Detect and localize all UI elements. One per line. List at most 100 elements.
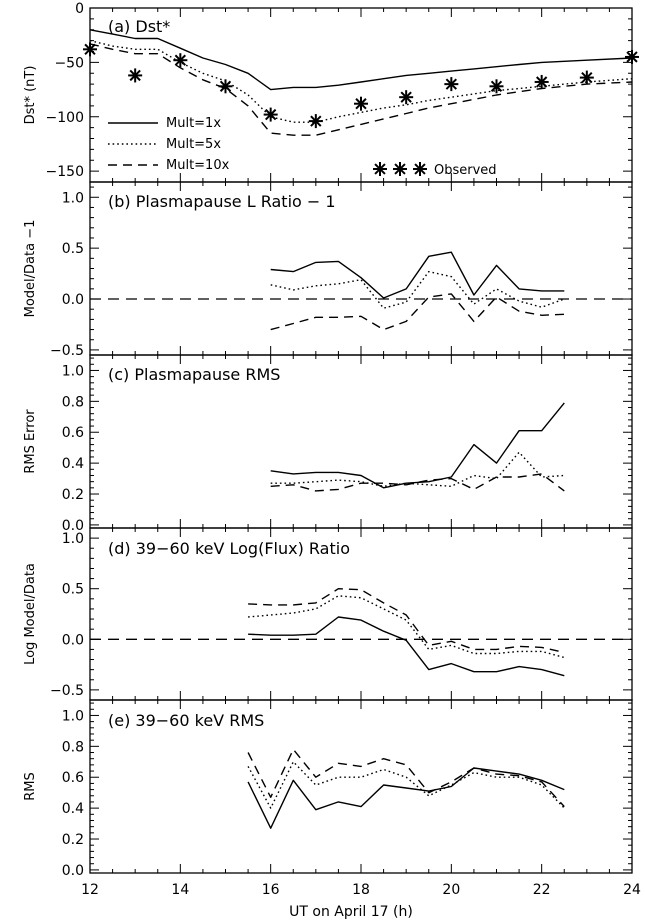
observed-marker (173, 53, 188, 68)
x-tick-label: 22 (533, 882, 551, 898)
legend: Mult=1x Mult=5x Mult=10x Observed (108, 116, 497, 178)
observed-star-stroke (490, 80, 503, 92)
x-axis-label: UT on April 17 (h) (289, 904, 413, 920)
y-tick-label: 0.0 (62, 292, 84, 308)
x-tick-label: 14 (171, 882, 189, 898)
panels: 0−50−100−150(a) Dst*Dst* (nT) Mult=1xMult… (23, 1, 639, 879)
observed-star-stroke (374, 163, 386, 175)
panel-title: (a) Dst* (108, 17, 170, 36)
observed-star-stroke (445, 78, 457, 90)
series-line-solid (247, 767, 565, 829)
y-axis-label: Log Model/Data (23, 563, 38, 665)
series-line-dotted (89, 39, 633, 123)
observed-marker (579, 70, 594, 85)
y-tick-label: 0.2 (62, 487, 84, 503)
legend-label: Mult=10x (166, 158, 230, 173)
x-tick-label: 20 (442, 882, 460, 898)
observed-star-stroke (394, 163, 406, 175)
legend-label: Mult=5x (166, 137, 221, 152)
observed-star-stroke (219, 80, 232, 92)
panel-e: 0.0 0.2 0.4 0.6 0.8 1.0 (e) 39−60 keV RMS RMS (23, 699, 633, 879)
panel-d: −0.5 0.0 0.5 1.0 (d) 39−60 keV Log(Flux) Rat… (23, 527, 633, 701)
series-line-dashed (89, 43, 633, 136)
observed-star-stroke (129, 69, 141, 82)
y-tick-label: −100 (46, 110, 84, 126)
observed-star-stroke (581, 71, 593, 84)
y-tick-label: 0.5 (62, 241, 84, 257)
observed-marker (489, 79, 504, 94)
y-tick-label: 1.0 (62, 531, 84, 547)
observed-marker (625, 49, 639, 64)
observed-marker (263, 107, 278, 122)
series-line-dotted (247, 761, 565, 809)
observed-star-stroke (84, 43, 96, 55)
series-line-dashed (247, 748, 565, 808)
y-tick-label: 0.6 (62, 425, 84, 441)
observed-marker (399, 90, 414, 105)
observed-star-stroke (414, 163, 426, 175)
x-tick-label: 16 (262, 882, 280, 898)
y-tick-label: 0.8 (62, 394, 84, 410)
y-tick-label: 0.6 (62, 770, 84, 786)
legend-observed-marker (413, 162, 427, 176)
observed-star-stroke (265, 108, 277, 121)
x-axis: UT on April 17 (h) 12 14 16 18 20 22 24 (81, 882, 641, 920)
y-tick-label: 1.0 (62, 708, 84, 724)
legend-observed-marker (373, 162, 387, 176)
observed-marker (534, 74, 549, 89)
series-line-dotted (270, 270, 565, 309)
observed-star-stroke (310, 115, 322, 127)
observed-marker (444, 77, 459, 92)
panel-title: (b) Plasmapause L Ratio − 1 (108, 192, 336, 211)
y-tick-label: −150 (46, 164, 84, 180)
observed-marker (218, 79, 233, 94)
legend-observed-marker (393, 162, 407, 176)
panel-title: (c) Plasmapause RMS (108, 365, 280, 384)
y-axis-label: Dst* (nT) (23, 66, 38, 125)
y-tick-label: 0.4 (62, 456, 84, 472)
y-tick-label: 0.8 (62, 739, 84, 755)
y-axis-label: RMS Error (23, 409, 38, 474)
y-tick-label: 1.0 (62, 190, 84, 206)
x-tick-label: 18 (352, 882, 370, 898)
y-tick-label: −50 (54, 55, 84, 71)
observed-star-stroke (355, 98, 367, 110)
observed-star-stroke (536, 76, 548, 88)
y-tick-label: 0 (75, 1, 84, 17)
y-axis-label: Model/Data −1 (23, 220, 38, 318)
series-line-dotted (270, 451, 565, 487)
series-line-dashed (270, 293, 565, 331)
series-line-dashed (270, 473, 565, 492)
y-tick-label: 0.0 (62, 632, 84, 648)
series-line-solid (270, 402, 565, 489)
y-tick-label: 1.0 (62, 363, 84, 379)
observed-marker (128, 68, 143, 83)
y-tick-label: −0.5 (50, 683, 84, 699)
x-tick-label: 24 (623, 882, 641, 898)
panel-b: −0.5 0.0 0.5 1.0 (b) Plasmapause L Ratio − 1… (23, 181, 633, 359)
y-tick-label: 0.5 (62, 582, 84, 598)
panel-c: 0.0 0.2 0.4 0.6 0.8 1.0 (c) Plasmapause RMS RMS… (23, 354, 633, 534)
series-line-solid (270, 251, 565, 299)
panel-a: 0−50−100−150(a) Dst*Dst* (nT) Mult=1xMult… (23, 1, 639, 183)
y-tick-label: 0.0 (62, 518, 84, 534)
legend-observed-label: Observed (434, 163, 497, 178)
y-tick-label: 0.2 (62, 832, 84, 848)
observed-star-stroke (400, 91, 412, 103)
series-line-dashed (248, 588, 565, 654)
observed-marker (308, 114, 323, 129)
observed-marker (83, 42, 97, 57)
observed-star-stroke (626, 51, 638, 63)
y-tick-label: 0.4 (62, 801, 84, 817)
y-tick-label: 0.0 (62, 863, 84, 879)
series-line-solid (248, 616, 565, 677)
panel-frame (89, 7, 633, 183)
panel-title: (d) 39−60 keV Log(Flux) Ratio (108, 539, 350, 558)
observed-marker (354, 96, 368, 111)
x-tick-label: 12 (81, 882, 99, 898)
y-axis-label: RMS (23, 772, 38, 801)
series-line-solid (89, 29, 633, 91)
observed-star-stroke (174, 54, 186, 66)
y-tick-label: −0.5 (50, 343, 84, 359)
